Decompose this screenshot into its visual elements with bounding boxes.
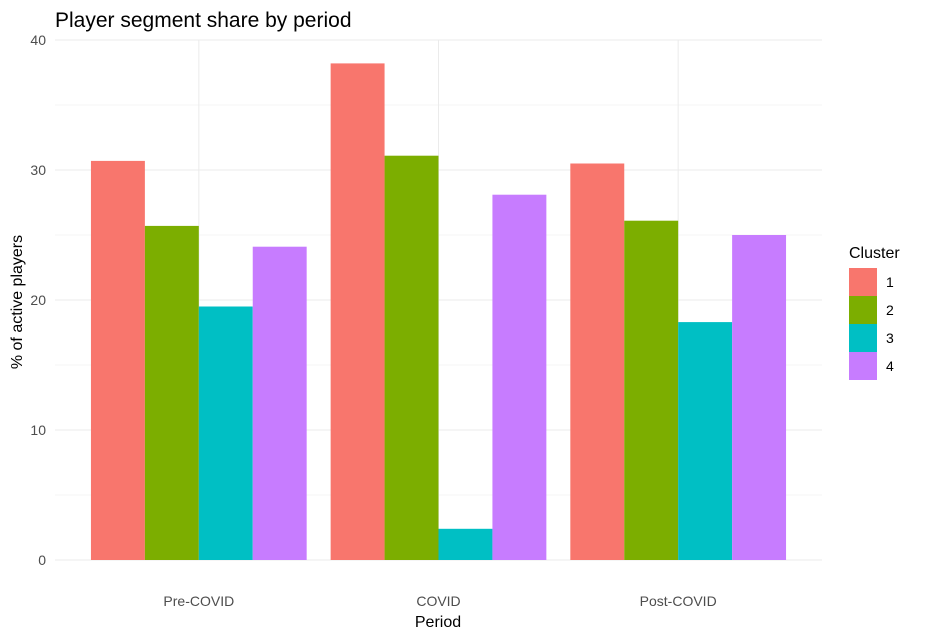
legend-label: 3 [886, 330, 894, 346]
x-tick-label: COVID [416, 593, 460, 609]
bar-pre-covid-cluster-3 [198, 306, 253, 560]
y-axis-title: % of active players [9, 235, 26, 369]
legend-label: 1 [886, 274, 894, 290]
x-tick-label: Post-COVID [640, 593, 717, 609]
legend-key-1 [849, 268, 877, 296]
legend: Cluster 1 2 3 4 [849, 245, 900, 380]
bar-covid-cluster-2 [384, 155, 439, 560]
y-tick-label: 20 [30, 292, 46, 308]
x-axis: Pre-COVID COVID Post-COVID [163, 593, 716, 609]
x-tick-label: Pre-COVID [163, 593, 234, 609]
bar-pre-covid-cluster-4 [252, 246, 307, 560]
bar-covid-cluster-3 [438, 528, 493, 560]
y-tick-label: 40 [30, 32, 46, 48]
chart-title: Player segment share by period [55, 9, 352, 32]
legend-key-4 [849, 352, 877, 380]
legend-title: Cluster [849, 245, 900, 262]
legend-label: 2 [886, 302, 894, 318]
bar-covid-cluster-4 [492, 194, 547, 560]
bar-post-covid-cluster-1 [570, 163, 625, 560]
bar-post-covid-cluster-4 [732, 235, 787, 560]
bar-pre-covid-cluster-2 [144, 225, 199, 560]
legend-key-3 [849, 324, 877, 352]
y-tick-label: 10 [30, 422, 46, 438]
y-tick-label: 0 [38, 552, 46, 568]
legend-label: 4 [886, 358, 894, 374]
bar-post-covid-cluster-2 [624, 220, 679, 560]
bar-post-covid-cluster-3 [678, 322, 733, 560]
bar-pre-covid-cluster-1 [90, 160, 145, 560]
legend-key-2 [849, 296, 877, 324]
x-axis-title: Period [415, 614, 461, 631]
bar-covid-cluster-1 [330, 63, 385, 561]
bars [90, 63, 787, 561]
y-tick-label: 30 [30, 162, 46, 178]
y-axis: 0 10 20 30 40 [30, 32, 46, 568]
